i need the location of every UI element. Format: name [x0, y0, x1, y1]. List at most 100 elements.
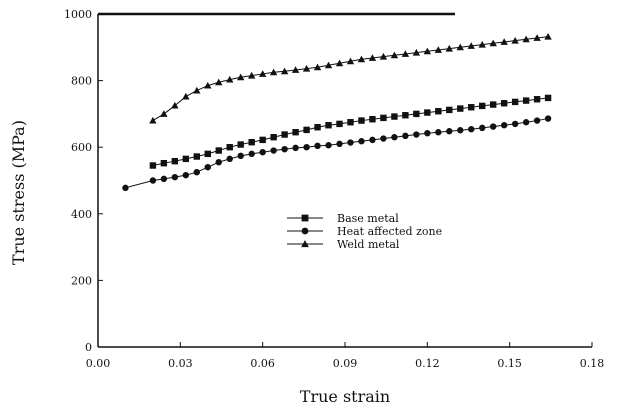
data-point-base-metal — [248, 139, 255, 146]
legend-label: Base metal — [337, 212, 399, 225]
data-point-weld-metal — [533, 34, 541, 41]
data-point-base-metal — [336, 120, 343, 128]
data-point-weld-metal — [489, 39, 497, 47]
data-point-base-metal — [226, 144, 233, 151]
data-point-heat-affected-zone — [457, 127, 464, 134]
legend-marker — [301, 214, 309, 222]
data-point-heat-affected-zone — [424, 130, 431, 137]
data-point-weld-metal — [511, 36, 519, 44]
data-point-heat-affected-zone — [500, 122, 508, 129]
data-point-heat-affected-zone — [380, 135, 387, 142]
data-point-base-metal — [500, 100, 508, 107]
data-point-weld-metal — [160, 110, 168, 117]
data-point-heat-affected-zone — [336, 140, 343, 148]
data-point-base-metal — [215, 147, 222, 154]
data-point-weld-metal — [193, 86, 201, 94]
data-point-weld-metal — [522, 35, 530, 43]
data-point-base-metal — [171, 157, 179, 165]
data-point-base-metal — [303, 126, 310, 134]
data-point-heat-affected-zone — [522, 119, 530, 126]
data-point-base-metal — [457, 105, 464, 112]
data-point-base-metal — [325, 122, 332, 129]
data-point-weld-metal — [204, 81, 212, 89]
x-tick-label: 0.15 — [497, 357, 522, 370]
y-tick-label: 200 — [71, 274, 92, 287]
data-point-weld-metal — [258, 70, 267, 77]
data-point-base-metal — [522, 97, 530, 104]
plot-area — [97, 12, 592, 348]
data-point-heat-affected-zone — [281, 145, 288, 153]
data-point-heat-affected-zone — [446, 128, 453, 135]
data-point-base-metal — [490, 101, 497, 108]
data-point-heat-affected-zone — [226, 155, 233, 163]
data-point-base-metal — [468, 104, 475, 111]
series-line-weld-metal — [152, 36, 549, 121]
data-point-weld-metal — [302, 64, 311, 72]
data-point-base-metal — [380, 114, 387, 122]
data-point-base-metal — [511, 98, 519, 106]
data-point-weld-metal — [291, 66, 300, 73]
y-tick-label: 400 — [71, 208, 92, 221]
y-tick-label: 800 — [71, 75, 92, 88]
data-point-weld-metal — [335, 59, 344, 67]
data-point-base-metal — [259, 136, 266, 144]
series-line-base-metal — [152, 97, 549, 167]
data-point-base-metal — [182, 155, 190, 163]
y-tick-label: 1000 — [64, 8, 92, 21]
legend-marker — [301, 240, 309, 248]
data-point-weld-metal — [456, 43, 464, 51]
data-point-base-metal — [358, 117, 365, 124]
data-point-heat-affected-zone — [533, 117, 541, 124]
data-point-heat-affected-zone — [160, 175, 168, 183]
data-point-heat-affected-zone — [149, 177, 157, 184]
legend-marker — [301, 227, 309, 235]
data-point-heat-affected-zone — [325, 142, 332, 149]
data-point-heat-affected-zone — [402, 132, 409, 140]
data-point-heat-affected-zone — [237, 152, 244, 160]
data-point-weld-metal — [247, 71, 256, 79]
data-point-base-metal — [479, 102, 486, 110]
x-tick-label: 0.06 — [250, 357, 275, 370]
legend-label: Weld metal — [337, 238, 400, 251]
data-point-heat-affected-zone — [270, 147, 277, 154]
x-tick-label: 0.12 — [415, 357, 440, 370]
data-point-base-metal — [435, 108, 442, 115]
y-tick-label: 0 — [85, 341, 92, 354]
data-point-weld-metal — [423, 47, 432, 55]
data-point-base-metal — [292, 129, 299, 136]
data-point-weld-metal — [237, 73, 245, 81]
data-point-base-metal — [544, 94, 552, 102]
data-point-weld-metal — [445, 44, 453, 52]
data-point-weld-metal — [357, 55, 366, 63]
data-point-weld-metal — [269, 68, 278, 76]
data-point-heat-affected-zone — [122, 184, 129, 192]
data-point-heat-affected-zone — [182, 171, 190, 179]
legend-label: Heat affected zone — [337, 225, 442, 238]
data-point-weld-metal — [544, 32, 552, 40]
data-point-weld-metal — [434, 46, 443, 53]
data-point-base-metal — [446, 106, 453, 114]
series-base-metal — [149, 94, 552, 169]
series-weld-metal — [149, 32, 552, 124]
data-point-heat-affected-zone — [358, 138, 365, 145]
data-point-base-metal — [424, 109, 431, 116]
data-point-heat-affected-zone — [171, 173, 179, 181]
data-point-heat-affected-zone — [413, 131, 420, 138]
data-point-heat-affected-zone — [204, 163, 211, 171]
data-point-heat-affected-zone — [369, 136, 376, 144]
data-point-heat-affected-zone — [435, 129, 442, 136]
data-point-weld-metal — [379, 52, 388, 60]
x-tick-label: 0.03 — [168, 357, 193, 370]
data-point-heat-affected-zone — [511, 120, 519, 128]
data-point-base-metal — [204, 150, 211, 158]
data-point-heat-affected-zone — [347, 139, 354, 146]
data-point-weld-metal — [226, 75, 234, 83]
x-axis-title: True strain — [300, 387, 390, 406]
data-point-weld-metal — [280, 67, 289, 75]
data-point-base-metal — [281, 131, 288, 138]
data-point-base-metal — [347, 119, 354, 126]
data-point-base-metal — [160, 159, 168, 167]
x-axis: 0.00 0.03 0.06 0.09 0.12 0.15 0.18 — [86, 342, 604, 370]
data-point-heat-affected-zone — [490, 123, 497, 130]
data-point-weld-metal — [182, 92, 190, 100]
